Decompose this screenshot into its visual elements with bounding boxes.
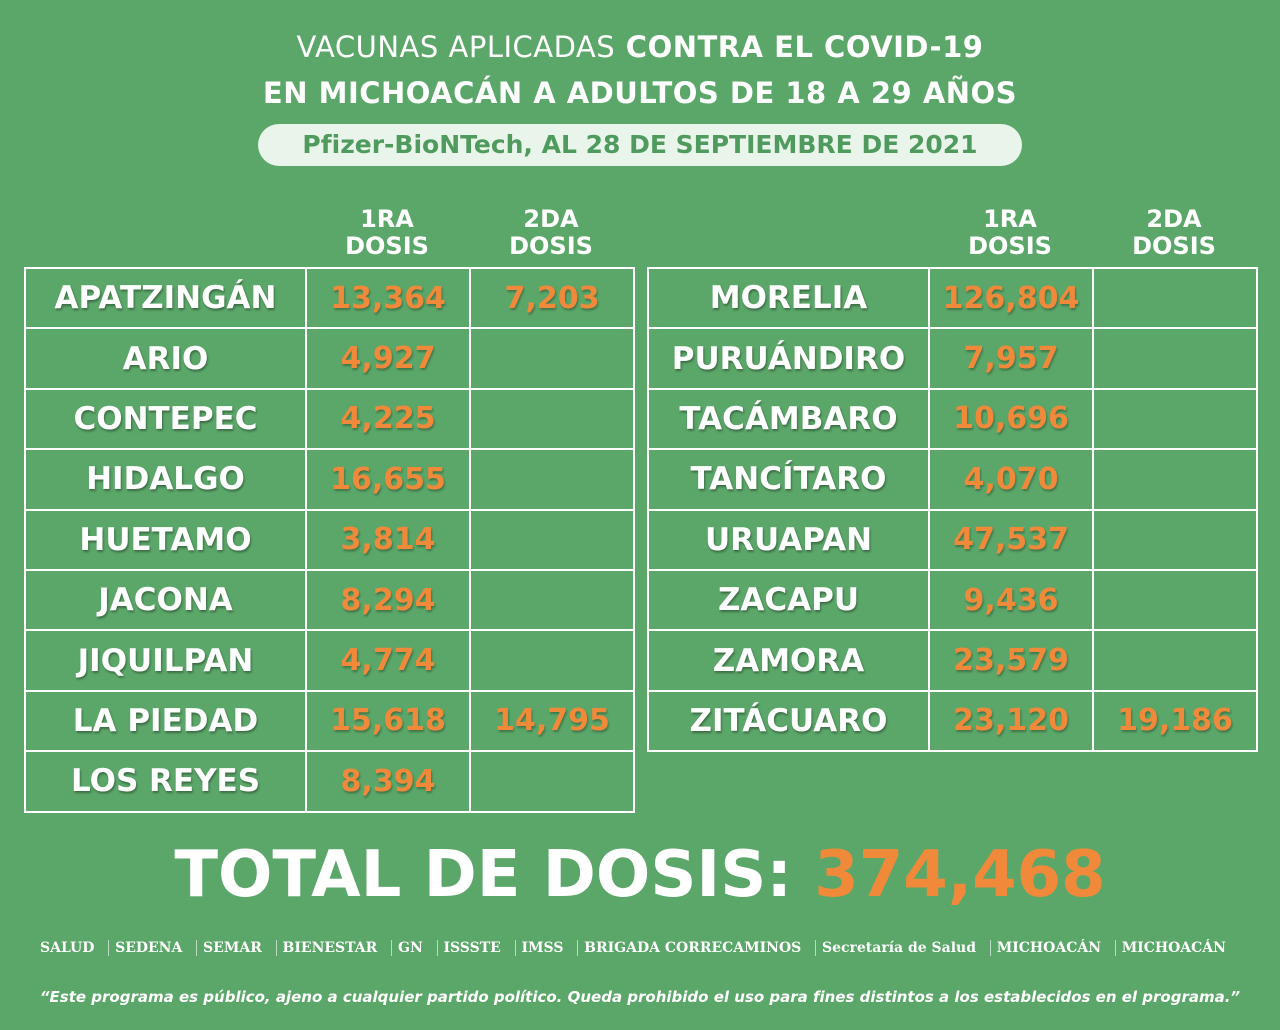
municipality: ARIO [24,327,307,390]
logo: IMSS [521,940,579,956]
municipality: JIQUILPAN [24,629,307,692]
logo: Secretaría de Salud [822,940,992,956]
municipality: MORELIA [647,267,930,330]
column-header: 1RA DOSIS [968,205,1052,260]
logos: SALUD SEDENA SEMAR BIENESTAR GN ISSSTE IMSS BRI… [40,940,1240,956]
column-header: 2DA DOSIS [509,205,593,260]
dose-count [1092,327,1258,390]
municipality: HUETAMO [24,508,307,571]
logo: BIENESTAR [283,940,393,956]
municipality: URUAPAN [647,508,930,571]
municipality: LA PIEDAD [24,689,307,753]
dose-count: 7,957 [928,327,1094,390]
dose-count [1092,267,1258,330]
dose-count [469,508,635,571]
column-header: 2DA DOSIS [1132,205,1216,260]
title-light: VACUNAS APLICADAS [296,30,616,64]
dose-count: 8,394 [305,750,471,813]
municipality: ZITÁCUARO [647,689,930,753]
municipality: ZACAPU [647,569,930,632]
municipality: JACONA [24,569,307,632]
logo: GN [398,940,438,956]
dose-count [469,327,635,390]
dose-count: 23,120 [928,689,1094,753]
logo: ISSSTE [443,940,516,956]
municipality: ZAMORA [647,629,930,692]
dose-count: 47,537 [928,508,1094,571]
dose-count: 126,804 [928,267,1094,330]
dose-count: 4,070 [928,448,1094,511]
municipality: LOS REYES [24,750,307,813]
municipality: HIDALGO [24,448,307,511]
dose-count [1092,629,1258,692]
dose-count [469,448,635,511]
dose-count [469,629,635,692]
dose-count: 9,436 [928,569,1094,632]
dose-count [469,569,635,632]
footer: “Este programa es público, ajeno a cualq… [39,988,1241,1006]
dose-count [1092,569,1258,632]
column-header: 1RA DOSIS [345,205,429,260]
dose-count: 14,795 [469,689,635,753]
logo: MICHOACÁN [997,940,1116,956]
dose-count [469,387,635,451]
logo: SALUD [40,940,110,956]
municipality: TACÁMBARO [647,387,930,451]
dose-count: 15,618 [305,689,471,753]
dose-count [1092,508,1258,571]
title-line-2: EN MICHOACÁN A ADULTOS DE 18 A 29 AÑOS [262,76,1018,110]
total: TOTAL DE DOSIS: 374,468 [0,838,1280,912]
dose-count: 8,294 [305,569,471,632]
dose-count: 3,814 [305,508,471,571]
logo: SEDENA [115,940,198,956]
dose-count: 10,696 [928,387,1094,451]
dose-count [1092,448,1258,511]
dose-count: 4,225 [305,387,471,451]
municipality: PURUÁNDIRO [647,327,930,390]
dose-count: 13,364 [305,267,471,330]
dose-count: 7,203 [469,267,635,330]
municipality: APATZINGÁN [24,267,307,330]
subtitle: Pfizer-BioNTech, AL 28 DE SEPTIEMBRE DE … [258,124,1022,166]
logo: BRIGADA CORRECAMINOS [584,940,817,956]
dose-count [1092,387,1258,451]
dose-count [469,750,635,813]
total-label: TOTAL DE DOSIS: [174,838,792,912]
dose-count: 16,655 [305,448,471,511]
dose-count: 4,927 [305,327,471,390]
logo: MICHOACÁN [1121,940,1226,956]
title-line-1: VACUNAS APLICADAS CONTRA EL COVID-19 [0,30,1280,64]
logo: SEMAR [203,940,277,956]
dose-count: 4,774 [305,629,471,692]
total-value: 374,468 [814,838,1106,912]
dose-count: 23,579 [928,629,1094,692]
municipality: TANCÍTARO [647,448,930,511]
dose-count: 19,186 [1092,689,1258,753]
title-bold: CONTRA EL COVID-19 [625,30,984,64]
municipality: CONTEPEC [24,387,307,451]
